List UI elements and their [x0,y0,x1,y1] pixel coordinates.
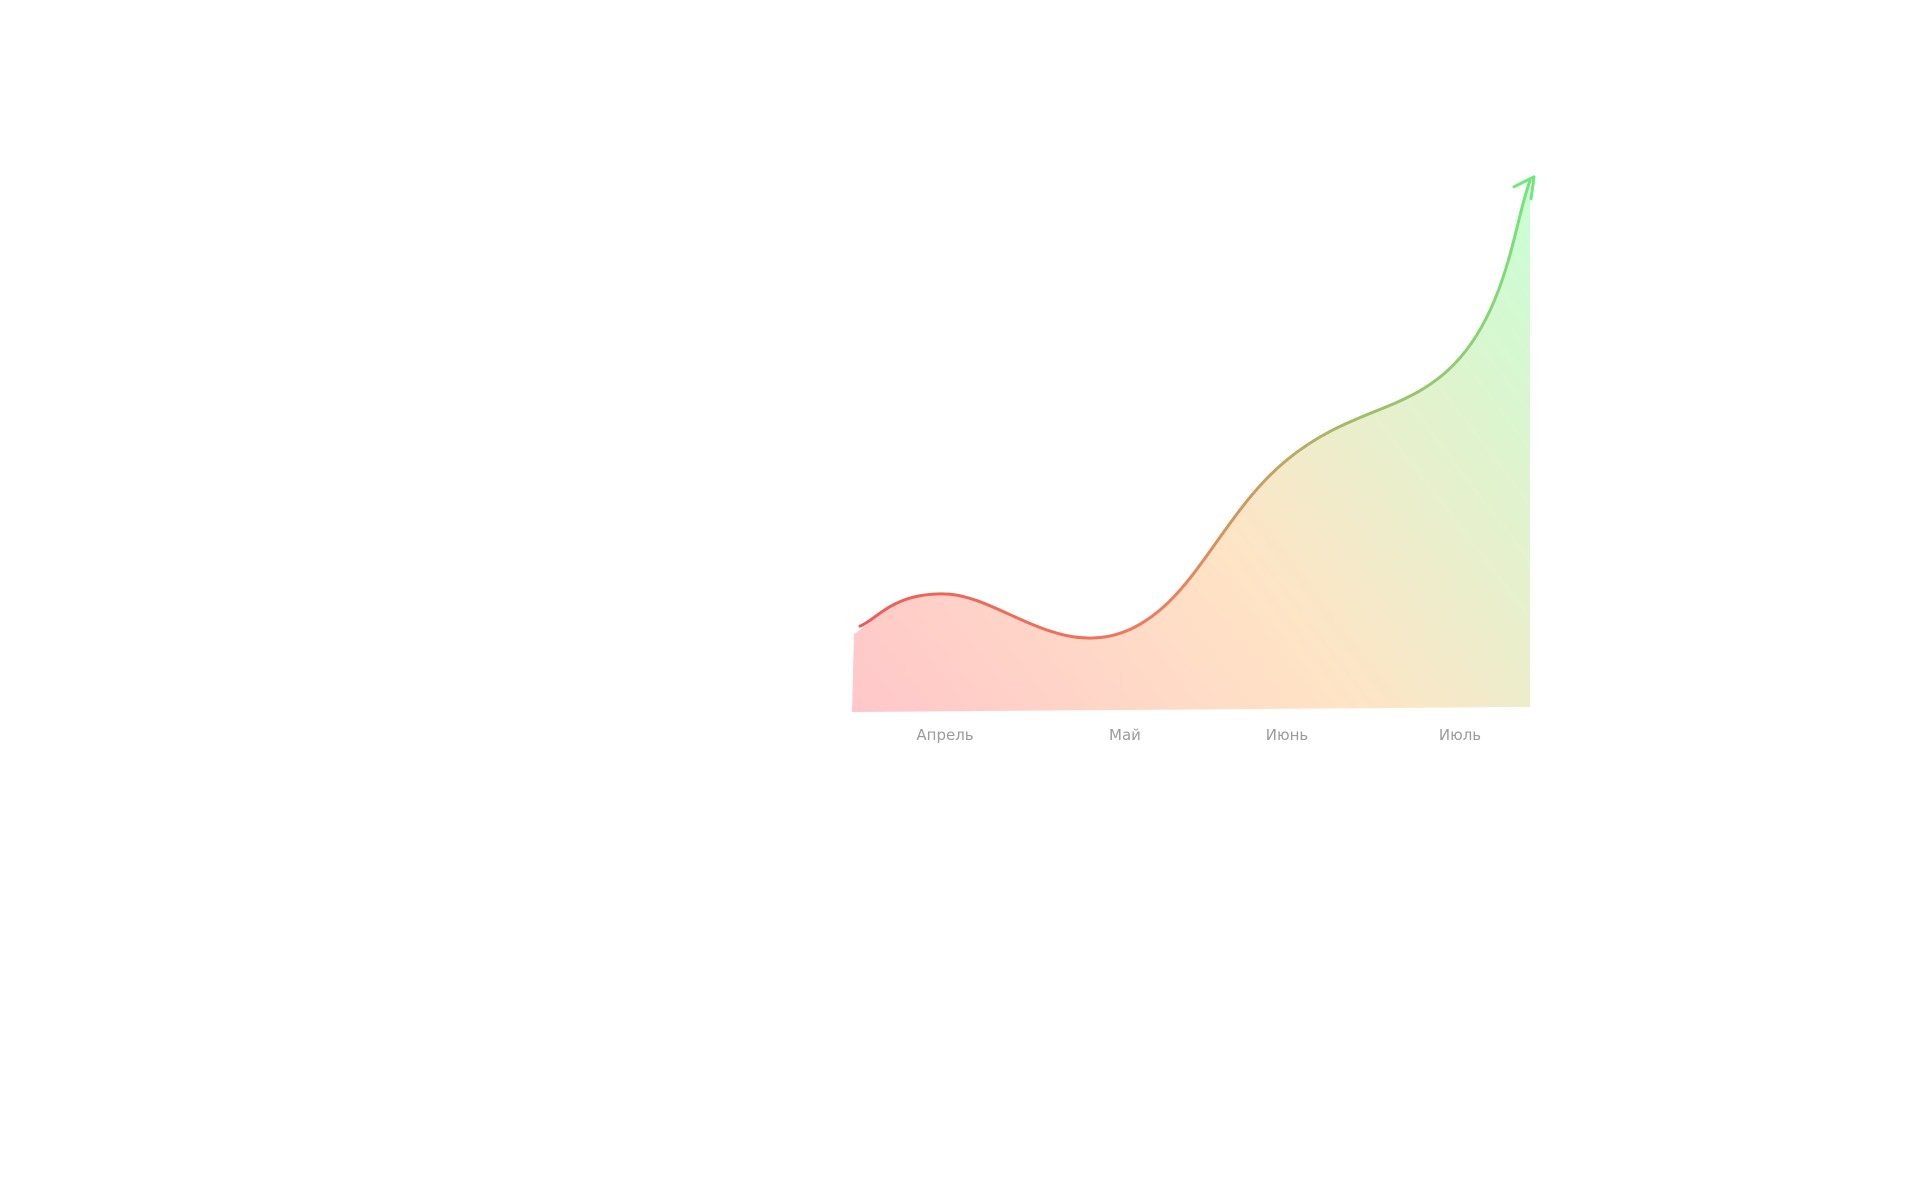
series-line [858,179,1532,640]
x-tick-label: Июль [1439,726,1481,744]
area-fill [852,180,1530,712]
x-tick-label: Апрель [916,726,973,744]
x-tick-label: Июнь [1266,726,1309,744]
arrow-head-icon [1512,175,1536,201]
x-tick-label: Май [1109,726,1141,744]
